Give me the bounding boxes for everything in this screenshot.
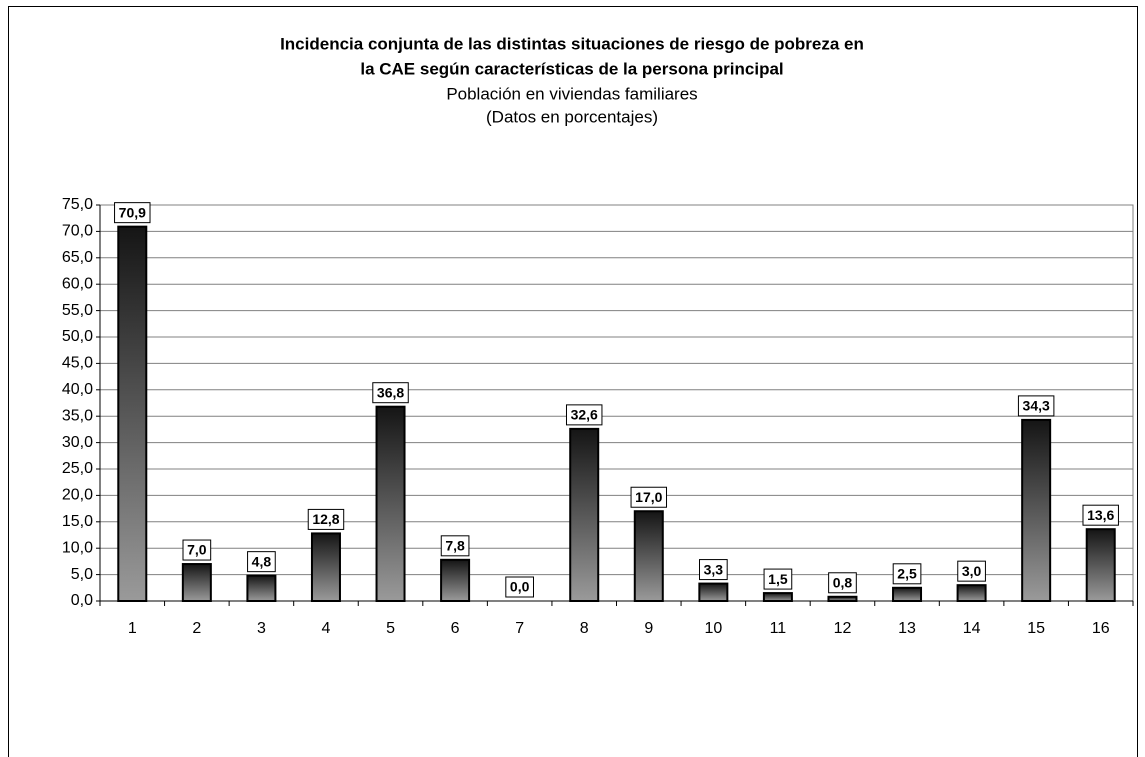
x-tick-label: 15 [1027, 620, 1045, 637]
x-tick-label: 9 [644, 620, 653, 637]
y-tick-label: 75,0 [62, 196, 93, 213]
value-label: 36,8 [377, 384, 404, 400]
bar [827, 595, 858, 603]
x-tick-label: 11 [770, 620, 787, 637]
y-tick-label: 35,0 [62, 407, 93, 424]
value-label-box [892, 563, 922, 585]
chart-subtitle: Población en viviendas familiares [446, 84, 697, 103]
value-label-box [828, 572, 857, 594]
value-label-box [630, 486, 668, 508]
bar [117, 225, 148, 602]
value-label-box [1082, 504, 1119, 526]
y-tick-label: 70,0 [62, 223, 93, 240]
value-label-box [699, 559, 728, 581]
value-label: 7,8 [445, 538, 465, 554]
value-label: 34,3 [1023, 398, 1050, 414]
x-tick-label: 10 [704, 620, 722, 637]
value-label-box [565, 404, 603, 426]
x-tick-label: 2 [192, 620, 201, 637]
value-label: 70,9 [119, 204, 146, 220]
chart-title: Incidencia conjunta de las distintas sit… [280, 34, 864, 53]
value-label-box [182, 539, 212, 561]
bar [698, 582, 729, 602]
value-label: 3,3 [704, 561, 724, 577]
bar [440, 558, 471, 602]
bar [633, 510, 664, 602]
value-label: 7,0 [187, 542, 207, 558]
y-tick-label: 25,0 [62, 460, 93, 477]
value-label: 12,8 [312, 511, 339, 527]
x-tick-label: 13 [898, 620, 916, 637]
value-label-box [372, 382, 409, 404]
value-label: 0,0 [510, 579, 530, 595]
y-tick-label: 65,0 [62, 249, 93, 266]
x-tick-label: 5 [386, 620, 395, 637]
x-tick-label: 3 [257, 620, 266, 637]
y-tick-label: 50,0 [62, 328, 93, 345]
y-tick-label: 0,0 [71, 592, 93, 609]
value-label-box [440, 535, 470, 557]
bar [246, 574, 277, 603]
value-label: 32,6 [571, 407, 598, 423]
y-tick-label: 40,0 [62, 381, 93, 398]
value-label: 3,0 [962, 563, 982, 579]
value-label: 13,6 [1087, 507, 1114, 523]
value-label-box [1017, 395, 1055, 417]
value-label: 17,0 [635, 489, 662, 505]
y-tick-label: 45,0 [62, 355, 93, 372]
y-tick-label: 5,0 [71, 566, 93, 583]
y-tick-label: 55,0 [62, 302, 93, 319]
value-label: 0,8 [833, 574, 853, 590]
bar [310, 532, 341, 603]
x-tick-label: 1 [128, 620, 137, 637]
y-tick-label: 15,0 [62, 513, 93, 530]
bar [569, 427, 600, 603]
x-tick-label: 4 [322, 620, 331, 637]
plot-area [99, 204, 1134, 602]
value-label-box [763, 568, 793, 590]
x-tick-label: 6 [451, 620, 460, 637]
bar [892, 586, 923, 602]
bar [1085, 528, 1116, 603]
value-label-box [957, 560, 986, 582]
bar [375, 405, 406, 603]
bar [762, 592, 793, 603]
y-tick-label: 30,0 [62, 434, 93, 451]
x-tick-label: 16 [1092, 620, 1110, 637]
x-tick-label: 12 [834, 620, 852, 637]
x-tick-label: 14 [963, 620, 981, 637]
x-tick-label: 8 [580, 620, 589, 637]
value-label: 1,5 [768, 571, 788, 587]
value-label-box [505, 576, 534, 598]
bar [956, 584, 987, 602]
bar [181, 563, 212, 602]
value-label-box [247, 551, 276, 573]
bar [1021, 418, 1052, 602]
y-tick-label: 60,0 [62, 275, 93, 292]
value-label: 4,8 [252, 553, 272, 569]
chart-title: la CAE según características de la perso… [360, 59, 783, 78]
value-label: 2,5 [897, 566, 917, 582]
y-tick-label: 10,0 [62, 539, 93, 556]
y-tick-label: 20,0 [62, 487, 93, 504]
x-tick-label: 7 [515, 620, 524, 637]
value-label-box [307, 508, 345, 530]
value-label-box [114, 202, 151, 224]
chart-subtitle: (Datos en porcentajes) [486, 107, 658, 126]
